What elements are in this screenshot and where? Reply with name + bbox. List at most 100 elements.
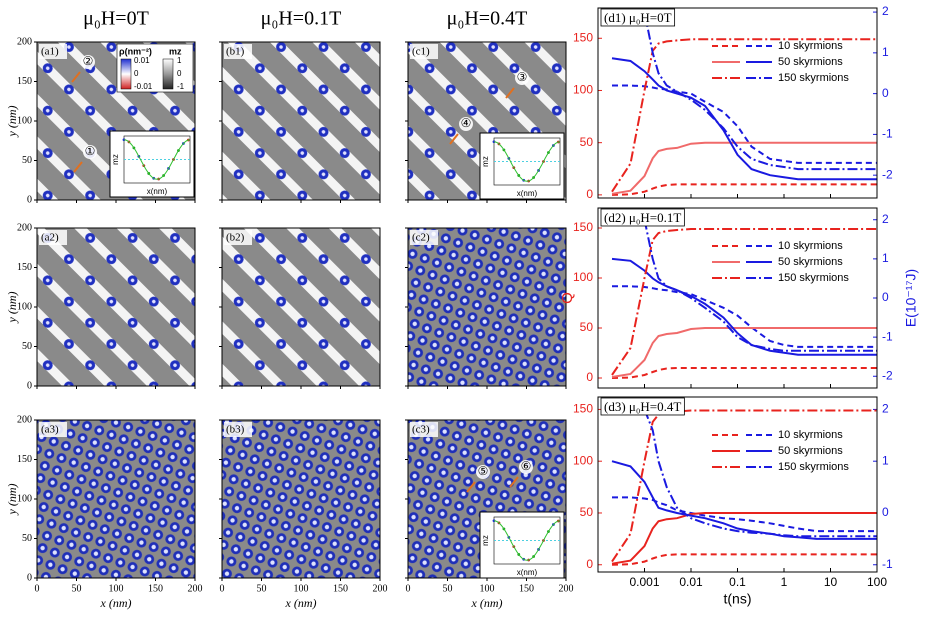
annotation: ④ [461, 116, 472, 130]
title-box [600, 397, 685, 416]
inset-x-label: x(nm) [517, 568, 538, 577]
series-line [611, 367, 877, 379]
legend-label: 50 skyrmions [778, 256, 843, 268]
y-tick-label: 0 [586, 557, 593, 571]
y2-tick-label: 2 [882, 402, 889, 416]
y2-tick-label: -1 [882, 127, 893, 141]
y-tick-label: 100 [17, 115, 32, 126]
x-tick-label: 100 [294, 583, 309, 594]
annotation: ② [83, 54, 94, 68]
series-line [611, 409, 877, 563]
x-axis-label: t(ns) [724, 591, 752, 607]
chart-title: (d3) μ₀H=0.4T [604, 399, 681, 414]
annotation-bg [459, 117, 473, 131]
x-tick-label: 200 [373, 583, 388, 594]
texture-image [221, 227, 381, 387]
panel-label: (c2) [412, 232, 430, 244]
y-tick-label: 200 [17, 36, 32, 47]
y2-tick-label: 0 [882, 505, 889, 519]
y-axis-label: y (nm) [5, 106, 19, 138]
inset-point [492, 140, 496, 144]
annotation: ③ [517, 70, 528, 84]
inset-curve [123, 139, 191, 180]
y2-tick-label: 2 [882, 4, 889, 18]
colorbar-tick: 0 [177, 69, 182, 78]
panel-label-box [39, 422, 67, 437]
annotation-line [505, 87, 515, 99]
y-tick-label: 0 [27, 194, 32, 205]
y-tick-label: 50 [22, 155, 32, 166]
x-tick-label: 0.1 [729, 575, 746, 589]
plot-frame [597, 7, 878, 199]
y-tick-label: 150 [17, 262, 32, 273]
y2-tick-label: 1 [882, 45, 889, 59]
panel-label: (a3) [41, 424, 59, 436]
y-tick-label: 100 [17, 493, 32, 504]
legend-label: 50 skyrmions [778, 445, 843, 457]
panel-label: (a2) [41, 232, 59, 244]
y-tick-label: 100 [573, 83, 593, 97]
panel-label-box [410, 44, 438, 59]
annotation-line [466, 481, 476, 493]
series-line [643, 409, 877, 538]
colorbar-title: mz [169, 46, 182, 56]
series-line [643, 219, 877, 352]
annotation-bg [476, 465, 490, 479]
inset-x-label: x(nm) [517, 189, 538, 198]
y-tick-label: 150 [17, 454, 32, 465]
panel-label-box [39, 230, 67, 245]
series-line [643, 11, 877, 171]
colorbar-tick: 1 [177, 56, 182, 65]
colorbar-tick: -0.01 [134, 82, 153, 91]
texture-image [36, 419, 196, 579]
inset-y-label: mz [481, 535, 490, 546]
annotation: ⑥ [521, 459, 532, 473]
x-tick-label: 150 [148, 583, 163, 594]
annotation-bg [83, 145, 97, 159]
legend-label: 10 skyrmions [778, 40, 843, 52]
panel-label-box [410, 422, 438, 437]
y2-tick-label: -2 [882, 368, 893, 382]
chart-title: (d1) μ₀H=0T [604, 10, 672, 25]
annotation-line [71, 71, 81, 83]
panel-label: (b3) [226, 424, 245, 436]
series-line [611, 183, 877, 196]
y-tick-label: 200 [17, 414, 32, 425]
texture-image [221, 419, 381, 579]
y-tick-label: 100 [573, 270, 593, 284]
series-line [612, 496, 877, 533]
y-axis-label: y (nm) [5, 484, 19, 516]
x-axis-label: x (nm) [471, 596, 503, 610]
x-tick-label: 200 [188, 583, 203, 594]
y-tick-label: 50 [580, 320, 594, 334]
series-line [611, 228, 877, 376]
panel-label: (a1) [41, 46, 59, 58]
y-tick-label: 150 [573, 220, 593, 234]
title-box [600, 208, 685, 227]
y2-tick-label: 0 [882, 290, 889, 304]
panel-label: (b2) [226, 232, 245, 244]
y2-tick-label: 1 [882, 251, 889, 265]
x-tick-label: 150 [333, 583, 348, 594]
x-axis-label: x (nm) [285, 596, 317, 610]
legend-label: 150 skyrmions [778, 72, 849, 84]
x-tick-label: 0.001 [629, 575, 659, 589]
x-tick-label: 0 [406, 583, 411, 594]
y-tick-label: 50 [580, 135, 594, 149]
annotation-bg [81, 55, 95, 69]
series-line [611, 57, 877, 181]
annotation-line [73, 161, 83, 173]
inset-curve [493, 520, 561, 561]
y-axis-label: Q [559, 292, 576, 304]
x-tick-label: 50 [443, 583, 453, 594]
inset-x-label: x(nm) [147, 187, 168, 196]
y2-tick-label: -2 [882, 167, 893, 181]
y-tick-label: 50 [22, 341, 32, 352]
column-header: μ₀H=0.1T [261, 8, 342, 30]
y2-tick-label: 2 [882, 212, 889, 226]
panel-label-box [224, 230, 252, 245]
inset-y-label: mz [481, 156, 490, 167]
x-tick-label: 1 [781, 575, 788, 589]
inset-point [492, 519, 496, 523]
